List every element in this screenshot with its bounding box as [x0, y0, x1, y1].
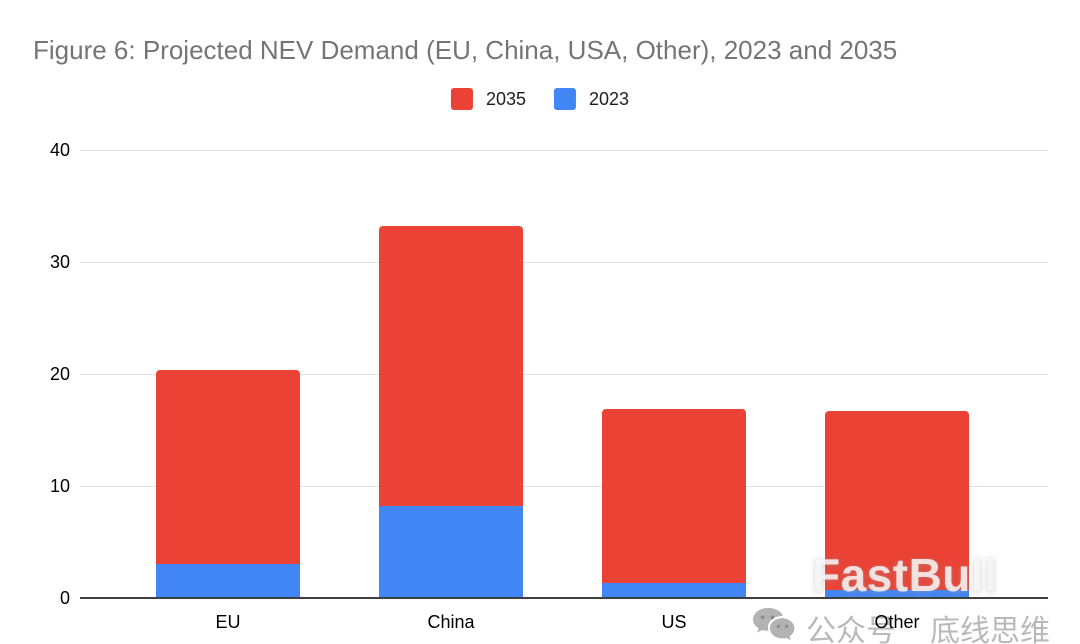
bar-china-2023-segment	[379, 506, 523, 598]
legend-item-2023: 2023	[554, 88, 629, 110]
y-axis-label-40: 40	[49, 140, 70, 160]
x-axis-label-other: Other	[874, 612, 920, 632]
wechat-icon	[753, 608, 795, 641]
x-axis-label-eu: EU	[215, 612, 241, 632]
x-axis-label-us: US	[661, 612, 687, 632]
legend-item-2035: 2035	[450, 88, 526, 110]
y-axis-label-10: 10	[49, 476, 70, 496]
legend-swatch-2023	[554, 88, 576, 110]
fastbull-watermark: FastBull	[812, 549, 998, 601]
chart-legend: 2035 2023	[450, 88, 629, 110]
y-axis-label-30: 30	[49, 252, 70, 272]
bar-china-2035-segment	[379, 226, 523, 507]
bar-other-2035-segment	[825, 410, 969, 591]
bar-eu-2023-segment	[156, 564, 300, 598]
chart-title: Figure 6: Projected NEV Demand (EU, Chin…	[33, 35, 898, 65]
wechat-watermark: 公众号 底线思维	[750, 604, 1080, 644]
gridline-10	[80, 486, 1048, 487]
gridline-20	[80, 374, 1048, 375]
bar-us-2035-segment	[602, 408, 746, 584]
legend-label-2035: 2035	[485, 88, 526, 109]
wechat-watermark-prefix: 公众号	[806, 615, 896, 644]
gridline-30	[80, 262, 1048, 263]
bar-us-2023-segment	[602, 583, 746, 598]
x-axis-label-china: China	[427, 612, 475, 632]
bar-eu-2035-segment	[156, 369, 300, 565]
wechat-watermark-name: 底线思维	[930, 615, 1050, 644]
y-axis-label-20: 20	[49, 364, 70, 384]
y-axis-label-0: 0	[59, 588, 70, 608]
legend-swatch-2035	[450, 88, 473, 110]
legend-label-2023: 2023	[589, 88, 630, 109]
gridline-40	[80, 150, 1048, 151]
x-axis-line	[80, 597, 1048, 599]
bar-other-2023-segment	[825, 590, 969, 598]
